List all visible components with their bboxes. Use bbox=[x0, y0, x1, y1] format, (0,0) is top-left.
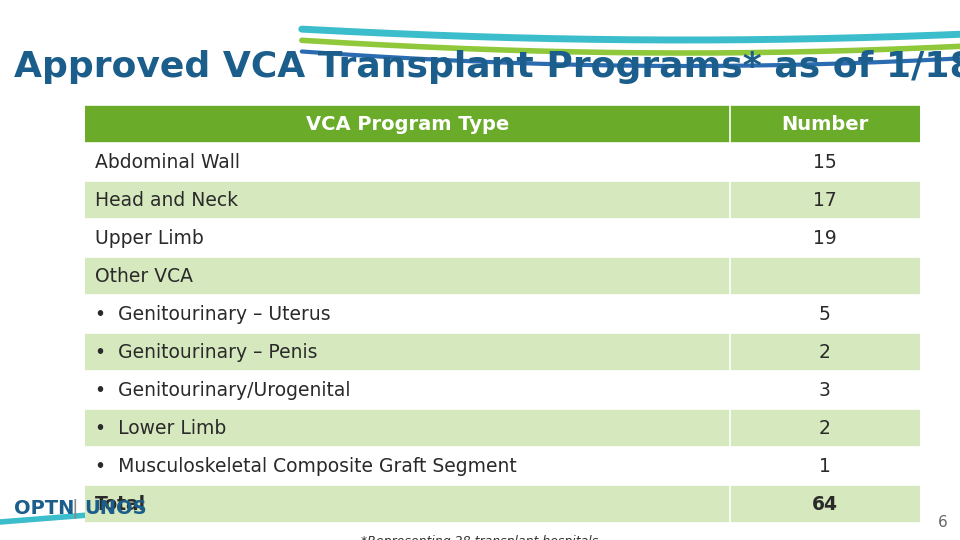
Text: UNOS: UNOS bbox=[84, 499, 147, 518]
Bar bbox=[85, 295, 730, 333]
Bar bbox=[730, 409, 920, 447]
Text: 3: 3 bbox=[819, 381, 831, 400]
Text: |: | bbox=[72, 498, 79, 518]
Bar bbox=[85, 333, 730, 371]
Bar bbox=[85, 371, 730, 409]
Bar bbox=[85, 409, 730, 447]
Text: •  Genitourinary – Penis: • Genitourinary – Penis bbox=[95, 342, 318, 361]
Text: Other VCA: Other VCA bbox=[95, 267, 193, 286]
Text: *Representing 28 transplant hospitals: *Representing 28 transplant hospitals bbox=[361, 535, 599, 540]
Text: 17: 17 bbox=[813, 191, 837, 210]
Text: Approved VCA Transplant Programs* as of 1/18/2019: Approved VCA Transplant Programs* as of … bbox=[14, 50, 960, 84]
Text: Abdominal Wall: Abdominal Wall bbox=[95, 152, 240, 172]
Text: 19: 19 bbox=[813, 228, 837, 247]
Text: Upper Limb: Upper Limb bbox=[95, 228, 204, 247]
Bar bbox=[85, 181, 730, 219]
Text: 64: 64 bbox=[812, 495, 838, 514]
Bar bbox=[730, 371, 920, 409]
Text: 5: 5 bbox=[819, 305, 831, 323]
Bar bbox=[730, 333, 920, 371]
Text: •  Genitourinary – Uterus: • Genitourinary – Uterus bbox=[95, 305, 330, 323]
Bar bbox=[85, 219, 730, 257]
Text: •  Musculoskeletal Composite Graft Segment: • Musculoskeletal Composite Graft Segmen… bbox=[95, 456, 516, 476]
Text: 1: 1 bbox=[819, 456, 831, 476]
Text: 15: 15 bbox=[813, 152, 837, 172]
Bar bbox=[730, 485, 920, 523]
Text: •  Lower Limb: • Lower Limb bbox=[95, 418, 227, 437]
Bar bbox=[730, 181, 920, 219]
Text: VCA Program Type: VCA Program Type bbox=[306, 114, 509, 133]
Bar bbox=[85, 105, 920, 143]
Bar bbox=[85, 447, 730, 485]
Text: Total: Total bbox=[95, 495, 146, 514]
Text: 2: 2 bbox=[819, 342, 831, 361]
Bar bbox=[85, 485, 730, 523]
Text: 2: 2 bbox=[819, 418, 831, 437]
Bar bbox=[85, 257, 730, 295]
Bar bbox=[730, 257, 920, 295]
Text: Head and Neck: Head and Neck bbox=[95, 191, 238, 210]
Text: 6: 6 bbox=[938, 515, 948, 530]
Bar bbox=[85, 143, 730, 181]
Bar bbox=[730, 219, 920, 257]
Text: •  Genitourinary/Urogenital: • Genitourinary/Urogenital bbox=[95, 381, 350, 400]
Text: Number: Number bbox=[781, 114, 869, 133]
Text: OPTN: OPTN bbox=[14, 499, 74, 518]
Bar bbox=[730, 295, 920, 333]
Bar bbox=[730, 143, 920, 181]
Bar bbox=[730, 447, 920, 485]
